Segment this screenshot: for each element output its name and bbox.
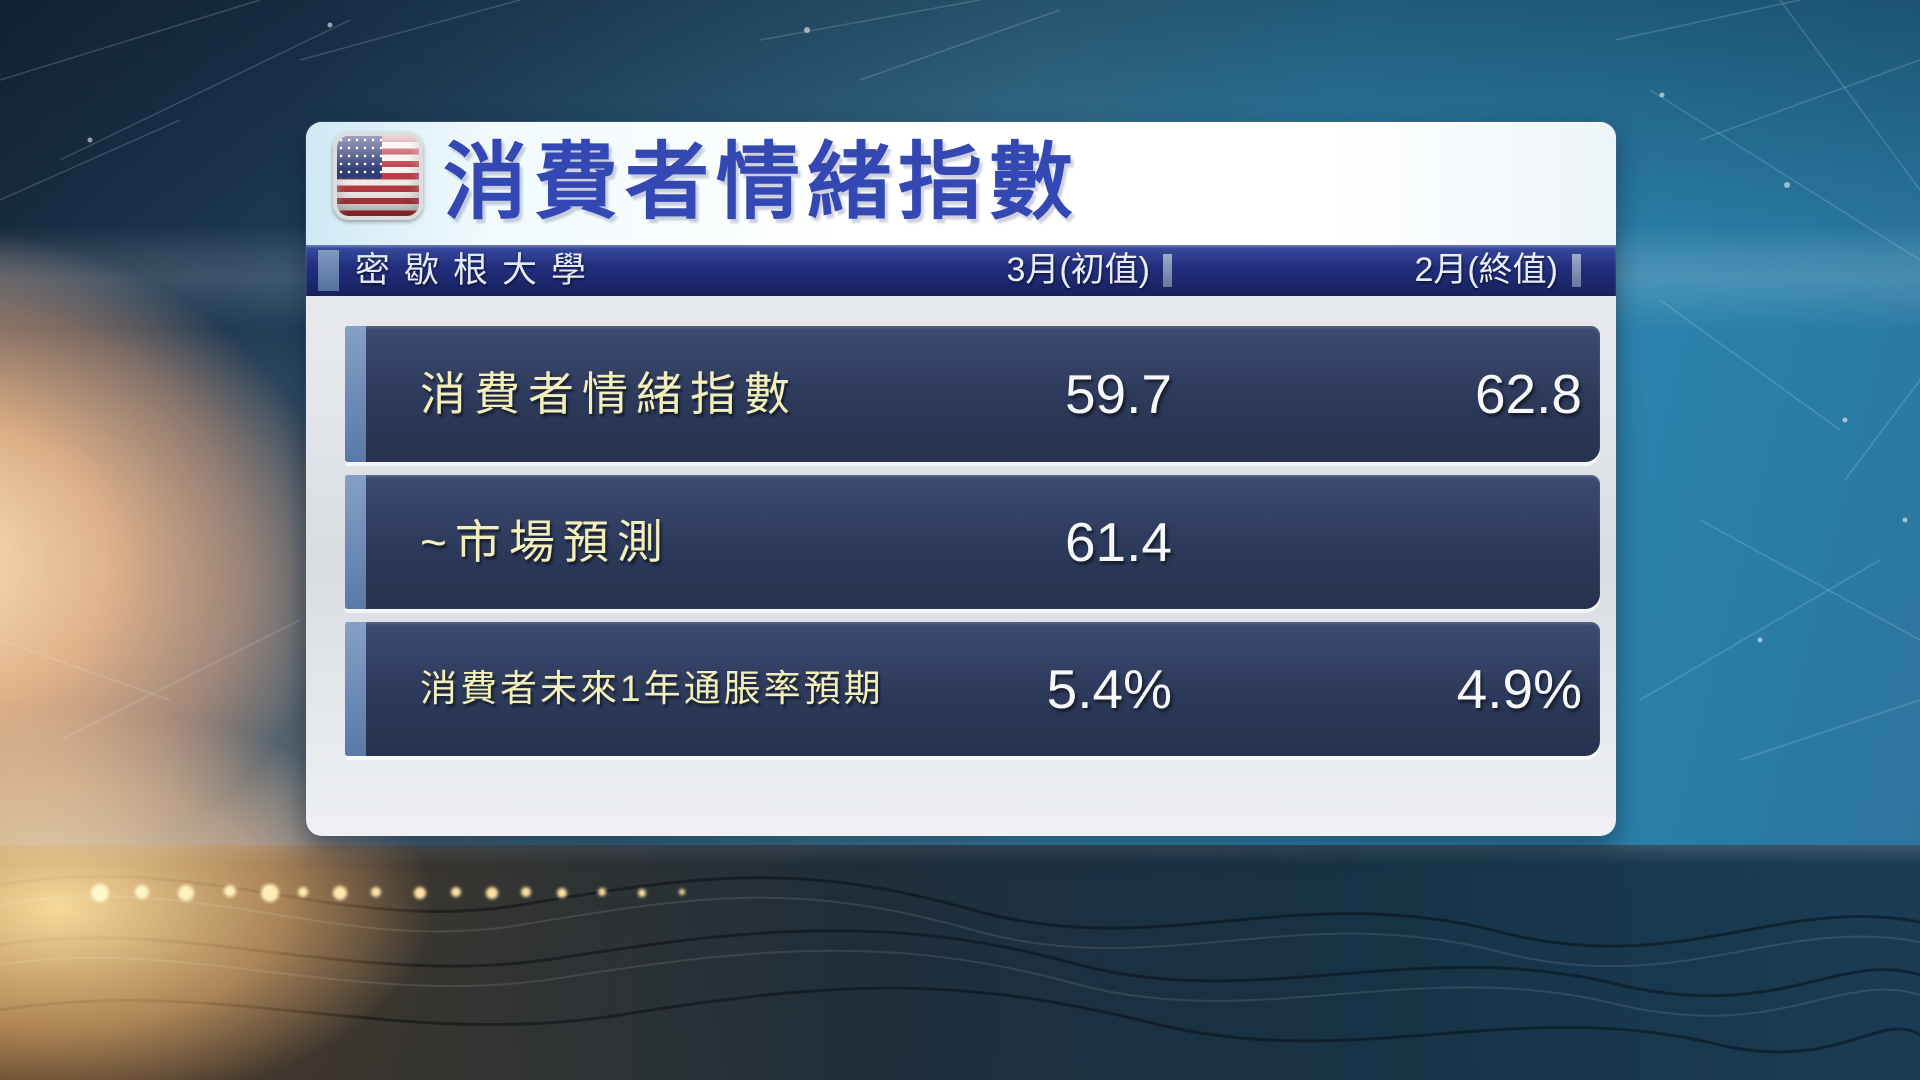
table-header-row: 密歇根大學 3月(初值) 2月(終值) (306, 245, 1616, 296)
title-band: 消費者情緒指數 (306, 122, 1616, 245)
column-header-february-final: 2月(終值) (1414, 251, 1558, 289)
table-row-market-forecast: ~市場預測 61.4 (345, 475, 1600, 609)
column-separator (1572, 254, 1581, 287)
column-separator (1163, 254, 1172, 287)
row-label: 消費者情緒指數 (420, 368, 798, 420)
row-value-february: 4.9% (1456, 658, 1582, 720)
row-value-february: 62.8 (1474, 363, 1582, 425)
us-flag-gloss (337, 136, 419, 216)
table-row-sentiment-index: 消費者情緒指數 59.7 62.8 (345, 326, 1600, 462)
us-flag-icon (333, 132, 423, 220)
source-label: 密歇根大學 (355, 251, 601, 290)
table-row-inflation-expectation: 消費者未來1年通脹率預期 5.4% 4.9% (345, 622, 1600, 756)
row-label: 消費者未來1年通脹率預期 (420, 668, 884, 709)
header-accent-square (318, 250, 339, 291)
column-header-march-preliminary: 3月(初值) (1006, 251, 1150, 289)
row-value-march: 59.7 (1064, 363, 1172, 425)
data-panel: 消費者情緒指數 密歇根大學 3月(初值) 2月(終值) 消費者情緒指數 59.7… (306, 122, 1616, 836)
row-value-march: 61.4 (1064, 511, 1172, 573)
row-label: ~市場預測 (420, 516, 671, 568)
page-title: 消費者情緒指數 (443, 135, 1081, 229)
row-value-march: 5.4% (1046, 658, 1172, 720)
